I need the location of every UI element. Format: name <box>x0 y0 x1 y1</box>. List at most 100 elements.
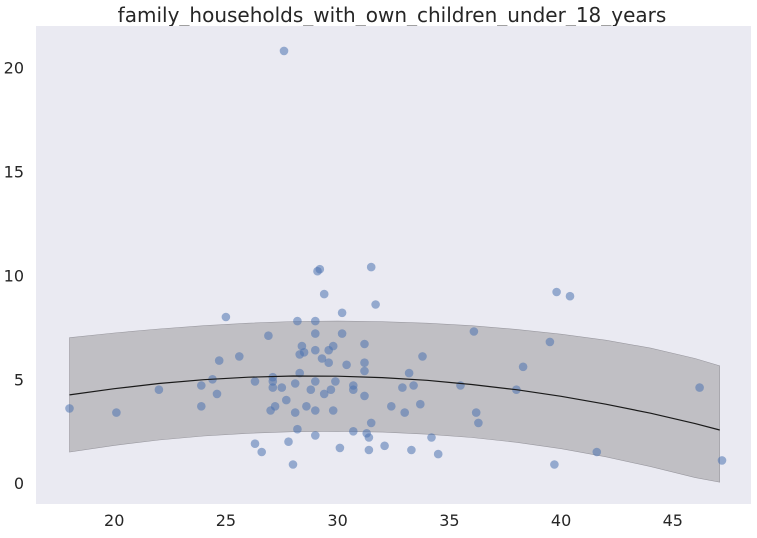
fit-line-layer <box>69 375 720 431</box>
data-point <box>268 372 278 382</box>
data-point <box>277 383 287 392</box>
data-point <box>235 352 244 361</box>
data-point <box>380 441 389 451</box>
data-point <box>311 329 320 338</box>
data-point <box>311 431 320 440</box>
data-point <box>471 408 481 417</box>
data-point <box>214 356 224 365</box>
data-point <box>293 316 302 326</box>
data-point <box>293 424 302 434</box>
data-point <box>366 262 376 272</box>
data-point <box>360 366 369 376</box>
data-point <box>418 352 427 361</box>
y-tick-label: 15 <box>4 163 24 182</box>
data-point <box>360 339 369 349</box>
data-point <box>360 391 369 401</box>
data-point <box>288 460 298 469</box>
fit-line <box>69 375 720 431</box>
data-point <box>319 389 329 399</box>
data-point <box>311 316 320 326</box>
data-point <box>299 348 309 357</box>
data-point <box>197 402 206 411</box>
data-point <box>366 418 376 428</box>
data-point <box>319 289 329 299</box>
data-point <box>290 379 300 388</box>
x-tick-label: 25 <box>216 511 236 530</box>
x-tick-label: 30 <box>327 511 347 530</box>
x-tick-label: 45 <box>663 511 683 530</box>
data-point <box>364 445 374 455</box>
data-point <box>433 449 443 459</box>
data-point <box>552 287 561 297</box>
data-point <box>371 300 380 309</box>
data-point <box>364 433 374 442</box>
data-point <box>257 447 267 457</box>
data-point <box>695 383 704 392</box>
chart-title: family_households_with_own_children_unde… <box>118 3 667 27</box>
x-tick-label: 20 <box>104 511 124 530</box>
data-point <box>427 433 436 442</box>
data-point <box>315 264 325 274</box>
data-point <box>360 358 369 368</box>
data-point <box>328 341 338 351</box>
data-point <box>409 381 418 390</box>
x-tick-label: 40 <box>551 511 571 530</box>
y-tick-label: 5 <box>14 370 24 389</box>
data-point <box>404 368 414 378</box>
data-point <box>328 406 338 415</box>
data-point <box>154 385 164 395</box>
data-point <box>416 399 425 409</box>
data-point <box>250 377 260 386</box>
data-point <box>565 291 575 301</box>
data-point <box>311 345 320 355</box>
data-point <box>474 418 483 428</box>
data-point <box>295 368 305 378</box>
confidence-band-layer <box>69 320 720 483</box>
data-point <box>550 460 559 469</box>
data-point <box>407 445 416 455</box>
data-point <box>306 385 316 395</box>
data-point <box>311 406 320 415</box>
y-tick-label: 20 <box>4 59 24 78</box>
data-point <box>592 447 602 457</box>
data-point <box>387 402 396 411</box>
x-axis-ticks: 20 25 30 35 40 45 <box>104 511 683 530</box>
data-point <box>264 331 273 341</box>
y-tick-label: 0 <box>14 474 24 493</box>
data-point <box>221 312 231 322</box>
data-point <box>349 381 358 390</box>
data-point <box>324 358 334 368</box>
data-point <box>311 377 320 386</box>
data-point <box>212 389 222 399</box>
data-point <box>284 437 293 447</box>
data-point <box>337 329 347 338</box>
data-point <box>335 443 345 453</box>
data-point <box>331 377 340 386</box>
data-point <box>302 402 311 411</box>
data-point <box>456 381 465 390</box>
data-point <box>717 456 727 465</box>
data-point <box>469 327 479 336</box>
data-point <box>279 46 289 56</box>
data-point <box>317 354 327 363</box>
data-point <box>250 439 260 449</box>
data-point <box>270 402 280 411</box>
data-point <box>112 408 121 417</box>
data-point <box>349 427 358 436</box>
data-point <box>326 385 336 395</box>
data-point <box>268 383 278 392</box>
data-point <box>197 381 206 390</box>
data-point <box>282 395 291 405</box>
data-point <box>398 383 407 392</box>
y-axis-ticks: 0 5 10 15 20 <box>4 59 24 494</box>
data-point <box>342 360 351 370</box>
data-point <box>65 404 74 413</box>
y-tick-label: 10 <box>4 266 24 285</box>
data-point <box>518 362 528 372</box>
confidence-band <box>69 320 720 483</box>
x-tick-label: 35 <box>439 511 459 530</box>
data-point <box>290 408 300 417</box>
data-point <box>400 408 410 417</box>
data-point <box>545 337 555 347</box>
